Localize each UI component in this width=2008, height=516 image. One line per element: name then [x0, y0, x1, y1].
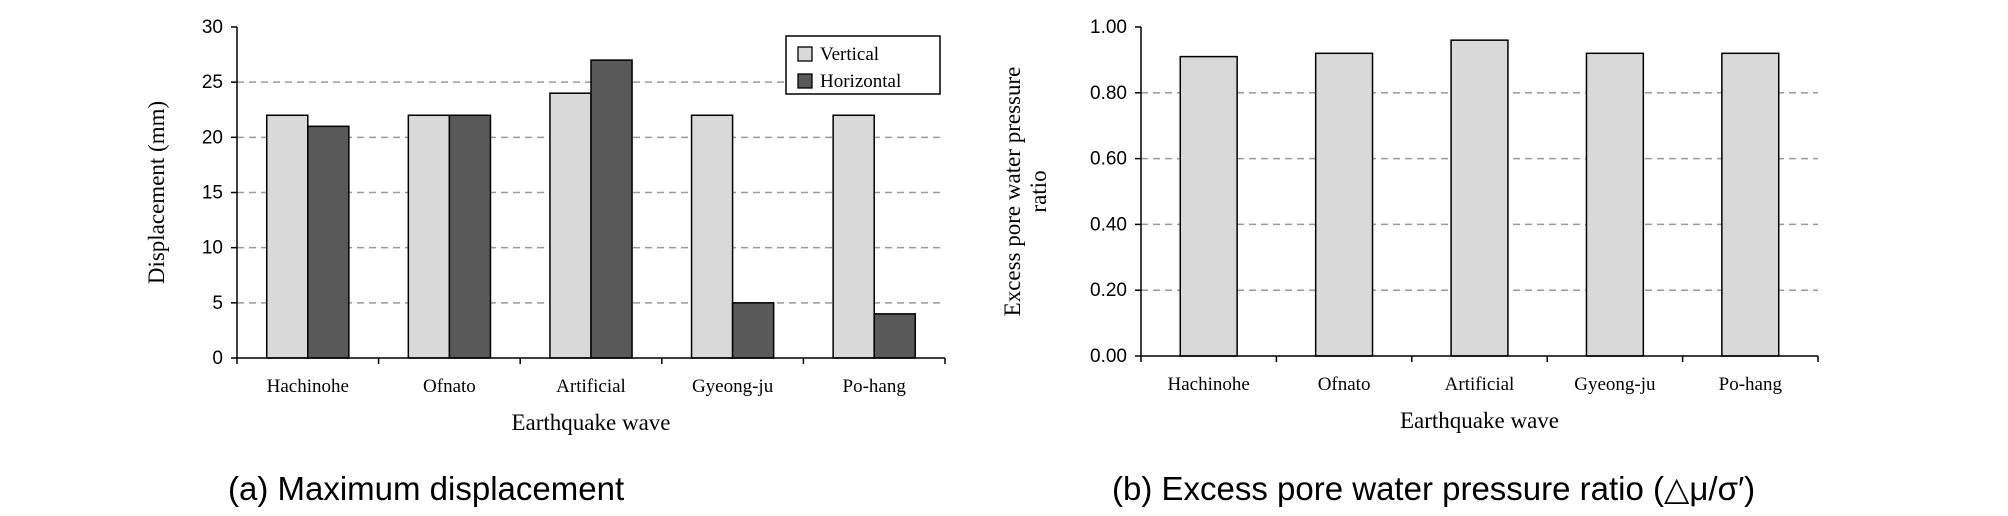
x-axis-title: Earthquake wave: [1400, 408, 1559, 433]
legend-swatch-vertical: [797, 46, 813, 62]
y-tick-label: 5: [212, 293, 223, 314]
bar-vertical-artificial: [549, 92, 592, 359]
x-category-label: Hachinohe: [267, 376, 349, 397]
y-tick-label: 1.00: [1090, 17, 1127, 38]
bar-horizontal-gyeong-ju: [731, 302, 775, 359]
x-axis-title: Earthquake wave: [511, 410, 670, 435]
y-tick-label: 15: [202, 183, 223, 204]
x-category-label: Hachinohe: [1168, 374, 1250, 395]
y-tick-label: 25: [202, 72, 223, 93]
y-axis-title-line: Excess pore water pressure: [1000, 67, 1025, 317]
chart-a-max-displacement: 0 5 10 15 20 25 30 Hachinohe Ofnato Artificial Gye…: [144, 17, 946, 435]
bar-ratio-hachinohe: [1179, 55, 1238, 357]
legend-swatch-horizontal: [797, 73, 813, 89]
bar-vertical-gyeong-ju: [690, 114, 734, 359]
bar-vertical-po-hang: [832, 114, 875, 359]
x-category-label: Artificial: [1445, 374, 1515, 395]
y-tick-label: 0.60: [1090, 149, 1127, 170]
legend-label-horizontal: Horizontal: [820, 71, 901, 92]
bar-ratio-gyeong-ju: [1585, 52, 1645, 357]
y-tick-label: 0.00: [1090, 346, 1127, 367]
y-tick-label: 30: [202, 17, 223, 38]
x-category-label: Ofnato: [1318, 374, 1371, 395]
chart-a-caption: (a) Maximum displacement: [228, 470, 624, 507]
y-tick-label: 20: [202, 127, 223, 148]
y-tick-label: 0.20: [1090, 280, 1127, 301]
y-axis-title-line: ratio: [1026, 170, 1051, 212]
bar-horizontal-ofnato: [448, 114, 492, 359]
chart-b-caption: (b) Excess pore water pressure ratio (△μ…: [1112, 470, 1755, 507]
bar-horizontal-hachinohe: [307, 125, 350, 359]
y-axis-title: Displacement (mm): [144, 101, 169, 284]
x-category-label: Ofnato: [423, 376, 476, 397]
legend-box: [785, 35, 941, 95]
bar-vertical-ofnato: [407, 114, 451, 359]
bar-ratio-artificial: [1450, 39, 1509, 357]
bar-horizontal-po-hang: [873, 313, 917, 359]
legend-label-vertical: Vertical: [820, 44, 879, 65]
x-category-label: Po-hang: [843, 376, 907, 397]
x-category-label: Gyeong-ju: [1574, 374, 1656, 395]
x-category-label: Artificial: [556, 376, 626, 397]
y-tick-label: 0: [212, 348, 223, 369]
y-tick-label: 0.80: [1090, 83, 1127, 104]
x-category-label: Gyeong-ju: [692, 376, 774, 397]
bar-vertical-hachinohe: [265, 114, 309, 359]
bar-ratio-po-hang: [1721, 52, 1780, 357]
y-tick-label: 10: [202, 238, 223, 259]
chart-b-pore-pressure-ratio: 0.00 0.20 0.40 0.60 0.80 1.00 Hachinohe Ofnato A…: [1000, 17, 1819, 433]
x-category-label: Po-hang: [1719, 374, 1783, 395]
bar-ratio-ofnato: [1314, 52, 1374, 357]
y-tick-label: 0.40: [1090, 214, 1127, 235]
bar-horizontal-artificial: [590, 59, 633, 359]
